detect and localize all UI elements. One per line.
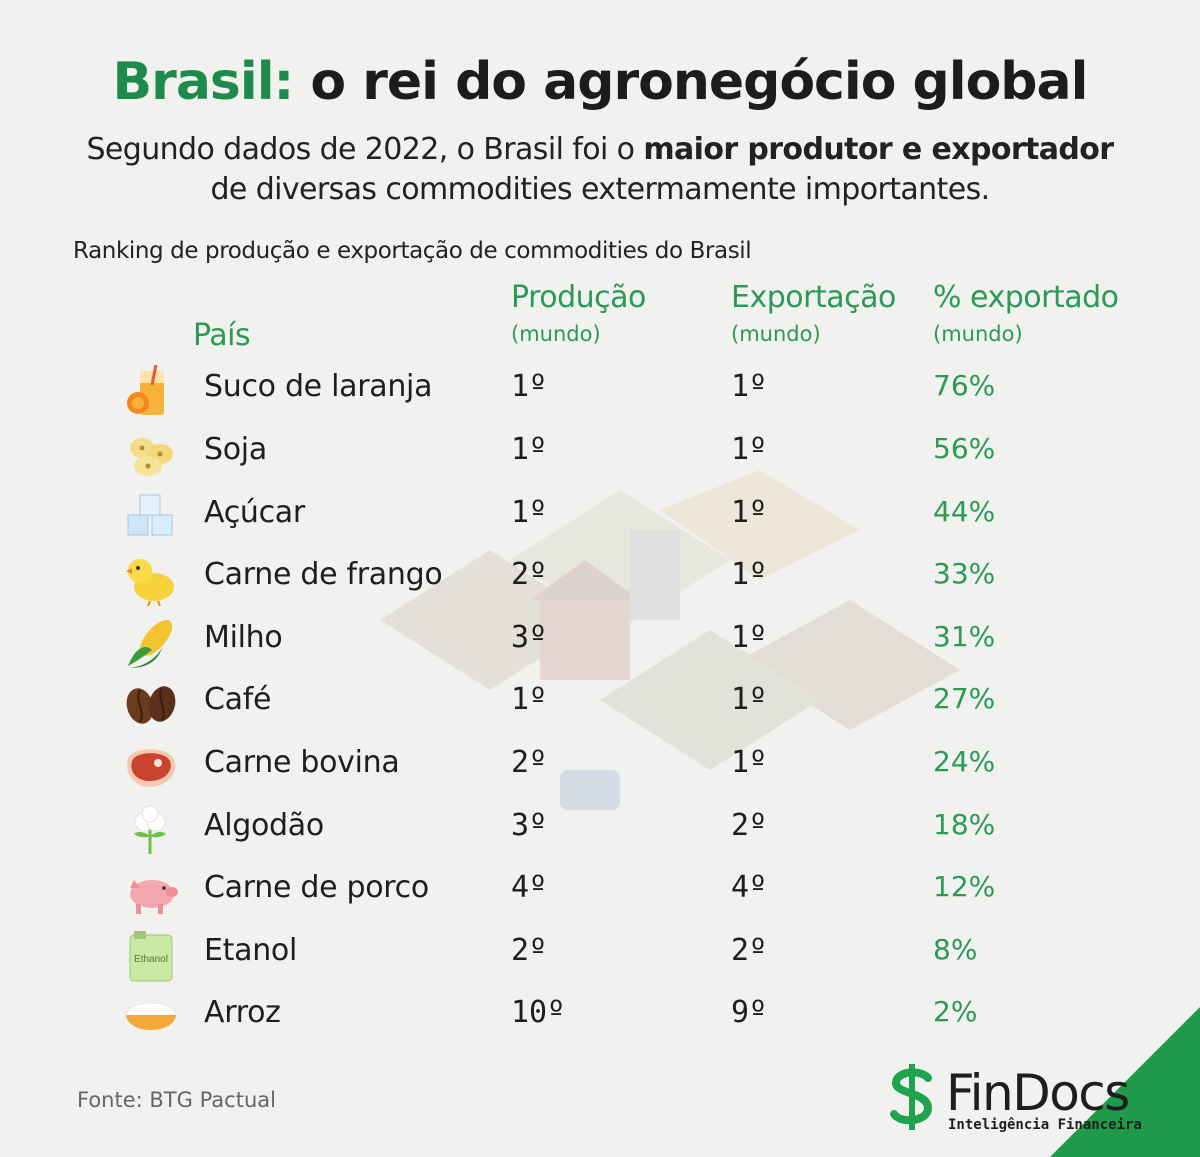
export-rank: 1º [731,369,768,404]
export-percent: 44% [933,495,996,528]
findocs-logo: FinDocs Inteligência Financeira [884,1062,1174,1142]
production-rank: 2º [511,557,548,592]
table-row: Açúcar 1º 1º 44% [0,487,1200,549]
page-title: Brasil: o rei do agronegócio global [0,52,1200,112]
table-row: Arroz 10º 9º 2% [0,987,1200,1049]
steak-icon [127,749,176,787]
table-row: Carne de porco 4º 4º 12% [0,862,1200,924]
commodity-name: Arroz [204,995,281,1030]
col-header-pct-sub: (mundo) [933,322,1023,346]
export-percent: 33% [933,557,996,590]
export-percent: 76% [933,369,996,402]
title-rest: o rei do agronegócio global [293,52,1088,112]
orange-juice-icon [127,365,164,415]
commodity-name: Algodão [204,808,324,843]
production-rank: 2º [511,745,548,780]
export-rank: 2º [731,933,768,968]
subtitle-line1-plain: Segundo dados de 2022, o Brasil foi o [86,132,644,167]
col-header-production-sub: (mundo) [511,322,601,346]
table-caption: Ranking de produção e exportação de comm… [73,238,752,264]
production-rank: 10º [511,995,566,1030]
rice-bowl-icon [126,1002,176,1030]
export-percent: 12% [933,870,996,903]
commodity-name: Carne de frango [204,557,443,592]
table-row: Ethanol Etanol 2º 2º 8% [0,925,1200,987]
export-percent: 24% [933,745,996,778]
soybean-icon [130,438,173,476]
export-rank: 2º [731,808,768,843]
corn-icon [128,619,173,668]
table-row: Algodão 3º 2º 18% [0,800,1200,862]
page-subtitle: Segundo dados de 2022, o Brasil foi o ma… [0,130,1200,210]
brand-tagline: Inteligência Financeira [948,1117,1142,1133]
farm-background-illustration [380,470,960,810]
production-rank: 4º [511,870,548,905]
export-percent: 2% [933,995,978,1028]
coffee-bean-icon [126,686,176,724]
table-row: Carne bovina 2º 1º 24% [0,737,1200,799]
commodity-name: Café [204,682,272,717]
commodity-name: Milho [204,620,283,655]
table-row: Carne de frango 2º 1º 33% [0,549,1200,611]
production-rank: 1º [511,495,548,530]
table-row: Soja 1º 1º 56% [0,424,1200,486]
col-header-export-sub: (mundo) [731,322,821,346]
brand-name: FinDocs [946,1064,1130,1122]
col-header-export: Exportação [731,280,896,315]
commodity-name: Suco de laranja [204,369,433,404]
production-rank: 3º [511,620,548,655]
export-rank: 1º [731,745,768,780]
corner-triangle [1050,1007,1200,1157]
export-rank: 1º [731,495,768,530]
commodity-name: Açúcar [204,495,305,530]
export-rank: 1º [731,432,768,467]
chick-icon [126,559,174,607]
production-rank: 3º [511,808,548,843]
pig-icon [130,880,178,914]
dollar-icon [890,1064,933,1130]
export-percent: 18% [933,808,996,841]
subtitle-line1-bold: maior produtor e exportador [643,132,1114,167]
commodity-name: Carne de porco [204,870,429,905]
commodity-name: Soja [204,432,267,467]
cotton-icon [134,805,166,854]
subtitle-line2: de diversas commodities extermamente imp… [210,172,990,207]
commodity-name: Etanol [204,933,298,968]
production-rank: 1º [511,682,548,717]
export-rank: 1º [731,682,768,717]
export-rank: 1º [731,557,768,592]
col-header-pct: % exportado [933,280,1119,315]
production-rank: 1º [511,369,548,404]
sugar-cubes-icon [127,494,173,536]
production-rank: 2º [511,933,548,968]
title-accent: Brasil: [112,52,295,112]
commodity-name: Carne bovina [204,745,400,780]
export-percent: 31% [933,620,996,653]
col-header-production: Produção [511,280,646,315]
ethanol-can-label: Ethanol [134,954,168,965]
production-rank: 1º [511,432,548,467]
export-rank: 4º [731,870,768,905]
export-rank: 9º [731,995,768,1030]
export-rank: 1º [731,620,768,655]
table-row: Suco de laranja 1º 1º 76% [0,361,1200,423]
export-percent: 8% [933,933,978,966]
export-percent: 27% [933,682,996,715]
export-percent: 56% [933,432,996,465]
col-header-country: País [193,318,251,353]
table-row: Milho 3º 1º 31% [0,612,1200,674]
ethanol-can-icon: Ethanol [129,931,173,982]
source-note: Fonte: BTG Pactual [77,1088,276,1112]
table-row: Café 1º 1º 27% [0,674,1200,736]
